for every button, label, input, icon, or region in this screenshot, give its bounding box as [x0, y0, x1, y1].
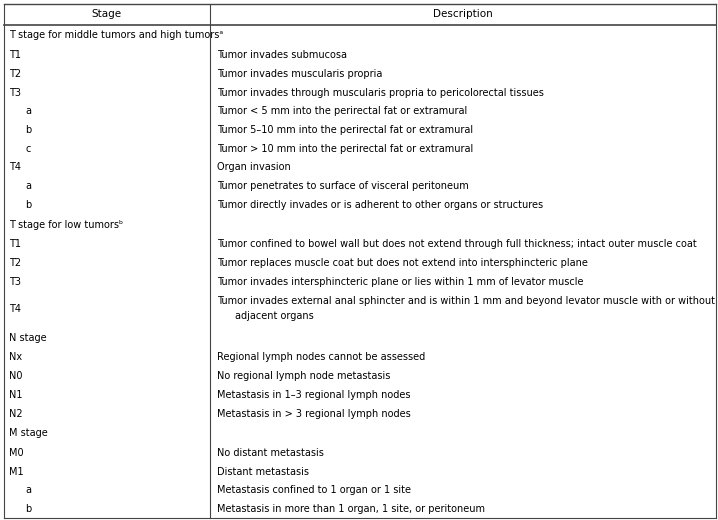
Text: T stage for low tumorsᵇ: T stage for low tumorsᵇ: [9, 219, 123, 229]
Text: T3: T3: [9, 87, 22, 98]
Text: N1: N1: [9, 390, 23, 400]
Text: c: c: [25, 144, 30, 154]
Text: T stage for middle tumors and high tumorsᵃ: T stage for middle tumors and high tumor…: [9, 31, 223, 41]
Text: Stage: Stage: [92, 9, 122, 19]
Text: T4: T4: [9, 162, 22, 173]
Text: N2: N2: [9, 409, 23, 419]
Text: Description: Description: [433, 9, 493, 19]
Text: Tumor invades submucosa: Tumor invades submucosa: [218, 50, 348, 60]
Text: Metastasis in 1–3 regional lymph nodes: Metastasis in 1–3 regional lymph nodes: [218, 390, 411, 400]
Text: Tumor replaces muscle coat but does not extend into intersphincteric plane: Tumor replaces muscle coat but does not …: [218, 258, 588, 268]
Text: adjacent organs: adjacent organs: [236, 311, 314, 321]
Text: Organ invasion: Organ invasion: [218, 162, 291, 173]
Text: Tumor > 10 mm into the perirectal fat or extramural: Tumor > 10 mm into the perirectal fat or…: [218, 144, 474, 154]
Text: N0: N0: [9, 371, 23, 381]
Text: a: a: [25, 485, 31, 496]
Text: Tumor invades through muscularis propria to pericolorectal tissues: Tumor invades through muscularis propria…: [218, 87, 544, 98]
Text: T1: T1: [9, 239, 22, 249]
Text: M0: M0: [9, 448, 24, 458]
Text: T3: T3: [9, 277, 22, 287]
Text: b: b: [25, 125, 32, 135]
Text: T2: T2: [9, 258, 22, 268]
Text: T4: T4: [9, 304, 22, 314]
Text: Nx: Nx: [9, 353, 22, 362]
Text: Distant metastasis: Distant metastasis: [218, 466, 309, 477]
Text: N stage: N stage: [9, 333, 47, 343]
Text: Tumor 5–10 mm into the perirectal fat or extramural: Tumor 5–10 mm into the perirectal fat or…: [218, 125, 473, 135]
Text: Regional lymph nodes cannot be assessed: Regional lymph nodes cannot be assessed: [218, 353, 426, 362]
Text: Tumor < 5 mm into the perirectal fat or extramural: Tumor < 5 mm into the perirectal fat or …: [218, 106, 467, 116]
Text: Metastasis confined to 1 organ or 1 site: Metastasis confined to 1 organ or 1 site: [218, 485, 411, 496]
Text: a: a: [25, 106, 31, 116]
Text: M1: M1: [9, 466, 24, 477]
Text: Metastasis in > 3 regional lymph nodes: Metastasis in > 3 regional lymph nodes: [218, 409, 411, 419]
Text: Tumor directly invades or is adherent to other organs or structures: Tumor directly invades or is adherent to…: [218, 200, 544, 210]
Text: Tumor penetrates to surface of visceral peritoneum: Tumor penetrates to surface of visceral …: [218, 181, 469, 191]
Text: Tumor confined to bowel wall but does not extend through full thickness; intact : Tumor confined to bowel wall but does no…: [218, 239, 697, 249]
Text: Tumor invades muscularis propria: Tumor invades muscularis propria: [218, 69, 383, 79]
Text: b: b: [25, 504, 32, 514]
Text: Tumor invades intersphincteric plane or lies within 1 mm of levator muscle: Tumor invades intersphincteric plane or …: [218, 277, 584, 287]
Text: Tumor invades external anal sphincter and is within 1 mm and beyond levator musc: Tumor invades external anal sphincter an…: [218, 296, 718, 306]
Text: M stage: M stage: [9, 428, 48, 438]
Text: T1: T1: [9, 50, 22, 60]
Text: b: b: [25, 200, 32, 210]
Text: No regional lymph node metastasis: No regional lymph node metastasis: [218, 371, 391, 381]
Text: a: a: [25, 181, 31, 191]
Text: T2: T2: [9, 69, 22, 79]
Text: Metastasis in more than 1 organ, 1 site, or peritoneum: Metastasis in more than 1 organ, 1 site,…: [218, 504, 485, 514]
Text: No distant metastasis: No distant metastasis: [218, 448, 325, 458]
